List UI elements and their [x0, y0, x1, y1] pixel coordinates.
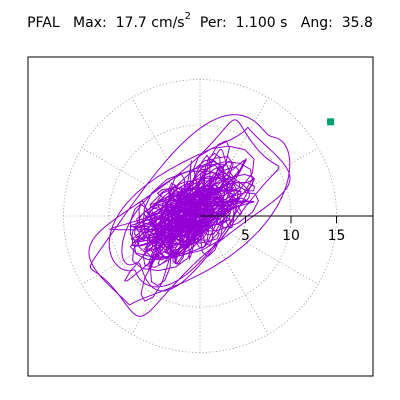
period-label: Per: [199, 15, 227, 31]
max-label: Max: [73, 15, 107, 31]
end-marker [327, 118, 335, 126]
grid-spoke [81, 147, 201, 217]
angle-value: 35.8 [341, 15, 373, 31]
grid-spoke [131, 97, 201, 217]
radial-tick-label: 15 [328, 228, 346, 244]
max-unit-exponent: 2 [184, 11, 191, 23]
max-value: 17.7 cm/s [115, 15, 185, 31]
station-name: PFAL [27, 15, 60, 31]
chart-header: PFAL Max: 17.7 cm/s2 Per: 1.100 s Ang: 3… [0, 12, 400, 31]
radial-axis: 5 10 15 [200, 215, 373, 244]
angle-label: Ang: [300, 15, 333, 31]
radial-tick-label: 5 [241, 228, 250, 244]
grid-spoke [131, 215, 201, 335]
trace-path-inner [108, 140, 260, 302]
marker-layer [327, 118, 335, 126]
period-value: 1.100 s [235, 15, 288, 31]
grid-spoke [199, 147, 319, 217]
grid-spoke [199, 215, 269, 335]
radial-tick-label: 10 [282, 228, 300, 244]
motion-trace [88, 114, 291, 317]
grid-spoke [81, 215, 201, 285]
grid-spoke [199, 97, 269, 217]
grid-spoke [199, 215, 319, 285]
